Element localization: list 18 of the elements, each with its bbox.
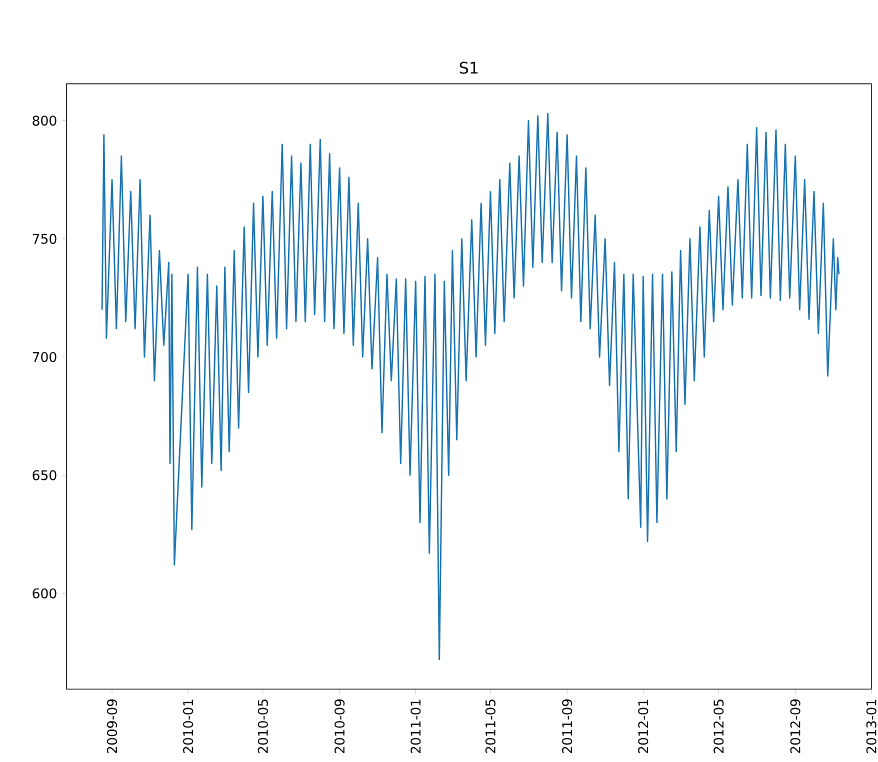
x-tick-label: 2010-05 xyxy=(258,700,268,753)
line-series xyxy=(101,112,840,660)
x-tick-label: 2009-09 xyxy=(106,699,118,753)
y-tick-label: 650 xyxy=(32,470,56,480)
x-tick-label: 2010-09 xyxy=(334,699,345,753)
x-tick-label: 2013-01 xyxy=(866,700,876,753)
x-tick-label: 2012-01 xyxy=(638,700,648,753)
y-tick-label: 800 xyxy=(32,116,56,126)
x-tick-label: 2010-01 xyxy=(183,700,194,753)
x-tick-label: 2012-09 xyxy=(790,699,800,753)
x-tick-label: 2011-01 xyxy=(410,700,421,753)
y-tick-label: 600 xyxy=(32,588,56,598)
x-tick-label: 2012-05 xyxy=(714,700,724,753)
y-tick-label: 700 xyxy=(32,352,56,362)
y-tick-label: 750 xyxy=(32,234,56,244)
x-tick-label: 2011-05 xyxy=(485,700,496,753)
x-tick-label: 2011-09 xyxy=(562,699,572,753)
chart-title: S1 xyxy=(460,62,478,74)
